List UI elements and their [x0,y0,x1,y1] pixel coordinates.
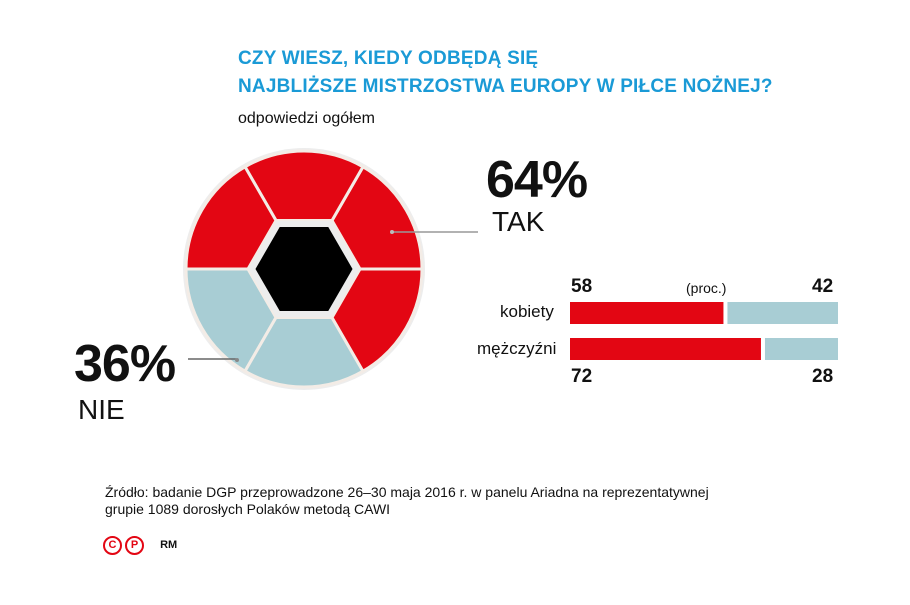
yes-leader-dot [390,230,394,234]
title-line-1: CZY WIESZ, KIEDY ODBĘDĄ SIĘ [238,48,539,69]
copyright-icon: C [103,536,122,555]
title-line-2: NAJBLIŻSZE MISTRZOSTWA EUROPY W PIŁCE NO… [238,76,773,97]
bar-1-yes [570,338,761,360]
yes-percent-label: 64% [486,151,588,209]
no-label: NIE [78,394,125,425]
no-leader-dot [235,358,239,362]
men-yes-value: 72 [571,366,593,387]
unit-label: (proc.) [686,280,727,296]
women-category-label: kobiety [500,302,554,321]
no-segment [242,315,366,389]
bar-1-no [764,338,838,360]
subtitle: odpowiedzi ogółem [238,110,375,127]
yes-segment [330,267,424,374]
women-no-value: 42 [812,276,834,297]
yes-segment [330,164,424,271]
men-no-value: 28 [812,366,834,387]
bar-0-yes [570,302,724,324]
author-initials: RM [160,539,178,551]
no-percent-label: 36% [74,335,176,393]
yes-segment [184,164,278,271]
source-line-2: grupie 1089 dorosłych Polaków metodą CAW… [105,501,391,517]
yes-segment [242,149,366,223]
publisher-icon: P [125,536,144,555]
source-line-1: Źródło: badanie DGP przeprowadzone 26–30… [105,484,709,500]
bar-0-no [727,302,838,324]
men-category-label: mężczyźni [477,339,557,358]
women-yes-value: 58 [571,276,593,297]
yes-label: TAK [492,206,545,237]
no-segment [184,267,278,374]
center-hexagon [248,220,360,318]
